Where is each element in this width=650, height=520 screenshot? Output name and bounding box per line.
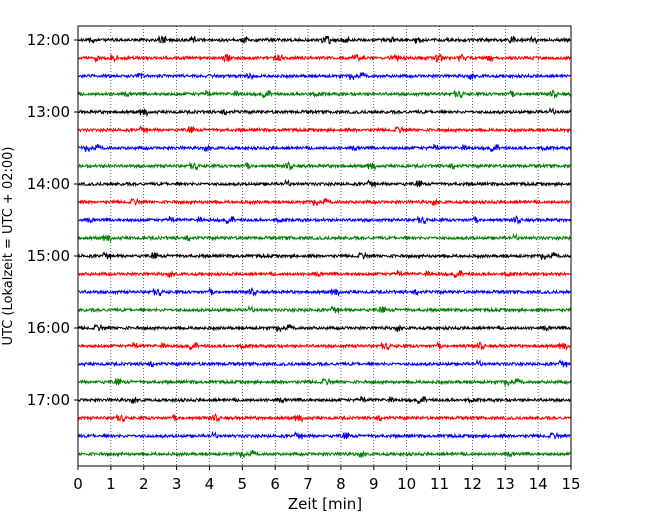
x-tick-label: 1: [106, 475, 116, 493]
plot-frame: [77, 25, 572, 467]
trace-1500: [78, 251, 571, 260]
x-tick-label: 6: [270, 475, 280, 493]
trace-1645: [78, 377, 571, 386]
trace-1200: [78, 35, 571, 45]
y-axis: 12:00 13:00 14:00 15:00 16:00 17:00: [27, 31, 78, 409]
x-tick-label: 15: [561, 475, 580, 493]
x-tick-label: 10: [397, 475, 416, 493]
trace-1300: [78, 106, 571, 118]
trace-group: [78, 35, 571, 458]
x-tick-label: 3: [172, 475, 182, 493]
trace-1215: [78, 53, 571, 64]
trace-1315: [78, 125, 571, 134]
y-tick-label: 16:00: [27, 319, 70, 337]
trace-1330: [78, 143, 571, 153]
trace-1630: [78, 358, 571, 368]
grid-lines: [110, 26, 539, 466]
trace-1230: [78, 71, 571, 80]
y-axis-label: UTC (Lokalzeit = UTC + 02:00): [1, 147, 16, 346]
x-tick-label: 9: [369, 475, 379, 493]
trace-1515: [78, 270, 571, 279]
x-tick-label: 7: [303, 475, 313, 493]
x-axis-label: Zeit [min]: [288, 495, 362, 513]
y-tick-label: 17:00: [27, 391, 70, 409]
x-tick-label: 14: [529, 475, 548, 493]
trace-1745: [78, 449, 571, 458]
x-tick-label: 2: [139, 475, 149, 493]
y-tick-label: 14:00: [27, 175, 70, 193]
trace-1430: [78, 215, 571, 225]
y-tick-label: 13:00: [27, 103, 70, 121]
x-tick-label: 11: [430, 475, 449, 493]
trace-1730: [78, 430, 571, 440]
trace-1445: [78, 232, 571, 244]
x-tick-label: 13: [496, 475, 515, 493]
x-tick-label: 0: [73, 475, 83, 493]
x-tick-label: 4: [205, 475, 215, 493]
x-axis: 0 1 2 3 4 5 6 7 8 9 10 11 12 13 14 15: [73, 466, 581, 493]
x-tick-label: 5: [238, 475, 248, 493]
trace-1245: [78, 89, 571, 99]
trace-1345: [78, 161, 571, 172]
trace-1615: [78, 341, 571, 352]
trace-1715: [78, 413, 571, 424]
x-tick-label: 8: [336, 475, 346, 493]
trace-1415: [78, 197, 571, 206]
y-tick-label: 15:00: [27, 247, 70, 265]
trace-1530: [78, 287, 571, 298]
trace-1600: [78, 323, 571, 332]
y-tick-label: 12:00: [27, 31, 70, 49]
x-tick-label: 12: [463, 475, 482, 493]
trace-1545: [78, 304, 571, 314]
trace-1700: [78, 396, 571, 405]
trace-1400: [78, 178, 571, 188]
